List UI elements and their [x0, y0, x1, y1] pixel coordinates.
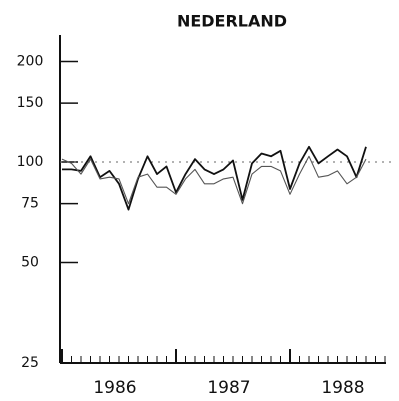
series-line: [61, 155, 367, 205]
x-tick-label: 1988: [321, 378, 364, 398]
y-tick-label: 25: [21, 355, 39, 371]
series-line: [62, 145, 367, 211]
y-tick-label: 200: [17, 53, 44, 69]
y-tick-label: 50: [21, 254, 39, 270]
y-tick-label: 150: [17, 95, 44, 111]
y-tick-label: 100: [17, 154, 44, 170]
chart-title: NEDERLAND: [177, 12, 287, 31]
y-tick-label: 75: [21, 196, 39, 212]
x-tick-label: 1987: [207, 378, 250, 398]
x-tick-label: 1986: [93, 378, 136, 398]
